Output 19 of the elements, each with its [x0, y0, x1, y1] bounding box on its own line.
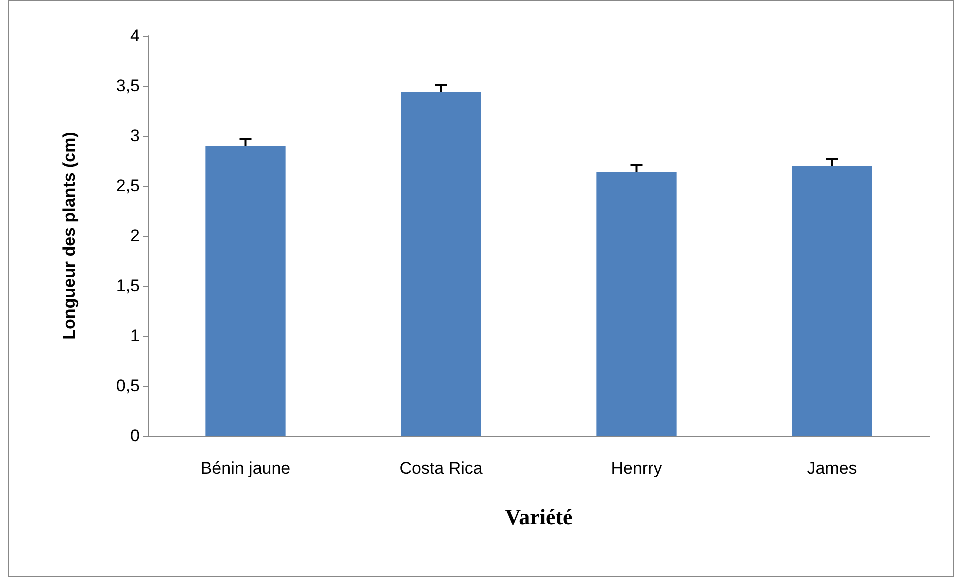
bar	[206, 146, 286, 436]
x-tick-label: Henrry	[611, 459, 663, 478]
y-tick-label: 1	[130, 326, 140, 346]
y-tick-label: 2,5	[116, 176, 140, 196]
y-tick-label: 3	[130, 126, 140, 146]
y-tick-label: 3,5	[116, 76, 140, 96]
y-tick-label: 0	[130, 426, 140, 446]
bar	[401, 92, 482, 436]
y-tick-label: 2	[130, 226, 140, 246]
bar	[792, 166, 872, 436]
y-tick-label: 1,5	[116, 276, 140, 296]
x-axis-title: Variété	[505, 504, 574, 530]
y-tick-label: 4	[130, 26, 140, 46]
bar	[596, 172, 677, 436]
x-tick-label: James	[807, 459, 858, 478]
x-tick-label: Bénin jaune	[200, 459, 291, 478]
x-tick-label: Costa Rica	[400, 459, 484, 478]
y-tick-label: 0,5	[116, 376, 140, 396]
y-axis-title: Longueur des plants (cm)	[60, 132, 79, 340]
